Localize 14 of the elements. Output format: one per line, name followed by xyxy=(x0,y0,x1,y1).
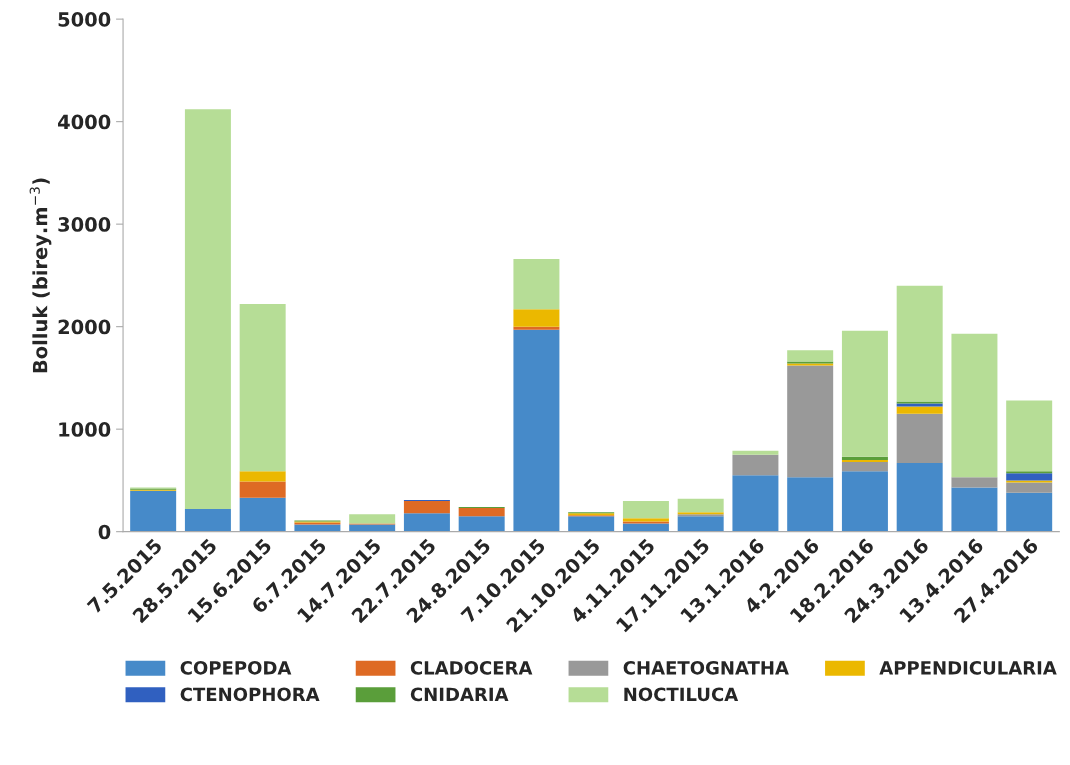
legend-label: NOCTILUCA xyxy=(624,687,739,702)
y-tick-label: 1000 xyxy=(59,422,111,437)
legend-label: CTENOPHORA xyxy=(180,687,320,702)
legend-label: APPENDICULARIA xyxy=(879,661,1057,675)
legend-label: CLADOCERA xyxy=(410,661,533,675)
legend-label: COPEPODA xyxy=(180,661,292,675)
y-tick-label: 0 xyxy=(98,524,111,540)
y-tick-label: 4000 xyxy=(58,114,111,130)
legend-label: CHAETOGNATHA xyxy=(623,661,789,675)
y-tick-label: 5000 xyxy=(58,12,111,27)
y-axis-title: Bolluk (birey.m$^{−3}$) xyxy=(29,178,52,373)
legend-label: CNIDARIA xyxy=(410,687,509,702)
y-tick-label: 2000 xyxy=(58,319,111,335)
y-tick-label: 3000 xyxy=(58,217,111,232)
